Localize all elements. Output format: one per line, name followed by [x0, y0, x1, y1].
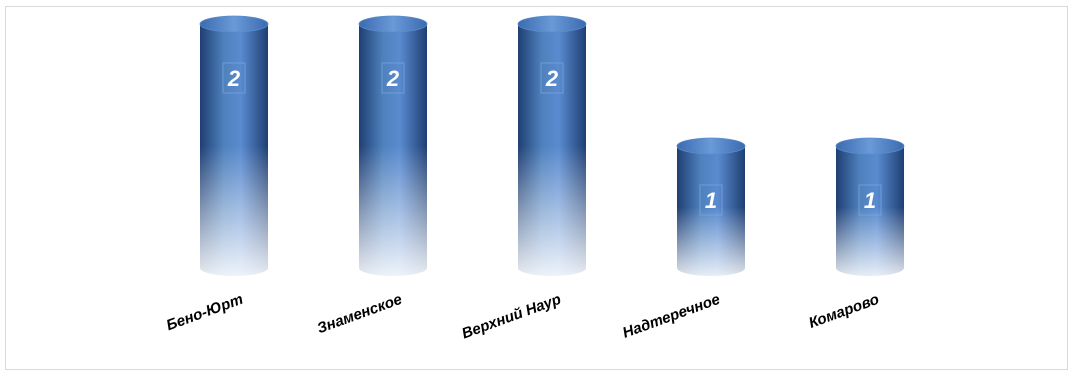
bar-top [199, 15, 269, 33]
data-label-box [699, 184, 723, 216]
data-label: 1 [705, 188, 717, 213]
bar-top [517, 15, 587, 33]
data-label: 2 [545, 66, 559, 91]
bar-body [677, 146, 745, 276]
bar-3 [517, 15, 587, 276]
category-label: Надтеречное [620, 291, 722, 342]
category-label: Комарово [807, 291, 882, 332]
category-labels-layer: Бено-Юрт Знаменское Верхний Наур Надтеречно… [164, 291, 881, 343]
data-label: 1 [864, 188, 876, 213]
bar-body [518, 24, 586, 276]
bar-4 [676, 137, 746, 276]
category-label: Бено-Юрт [164, 291, 245, 334]
bar-1 [199, 15, 269, 276]
category-label: Верхний Наур [460, 291, 564, 343]
bar-body [359, 24, 427, 276]
bar-top [358, 15, 428, 33]
data-label: 2 [227, 66, 241, 91]
bar-2 [358, 15, 428, 276]
data-label-box [540, 62, 564, 94]
bar-body [836, 146, 904, 276]
data-label-box [858, 184, 882, 216]
bar-top [676, 137, 746, 155]
bar-top [835, 137, 905, 155]
data-label-box [381, 62, 405, 94]
category-label: Знаменское [315, 291, 404, 337]
bars-layer: 2 2 2 1 1 [199, 15, 905, 276]
bar-5 [835, 137, 905, 276]
data-label: 2 [386, 66, 400, 91]
data-label-box [222, 62, 246, 94]
bar-body [200, 24, 268, 276]
